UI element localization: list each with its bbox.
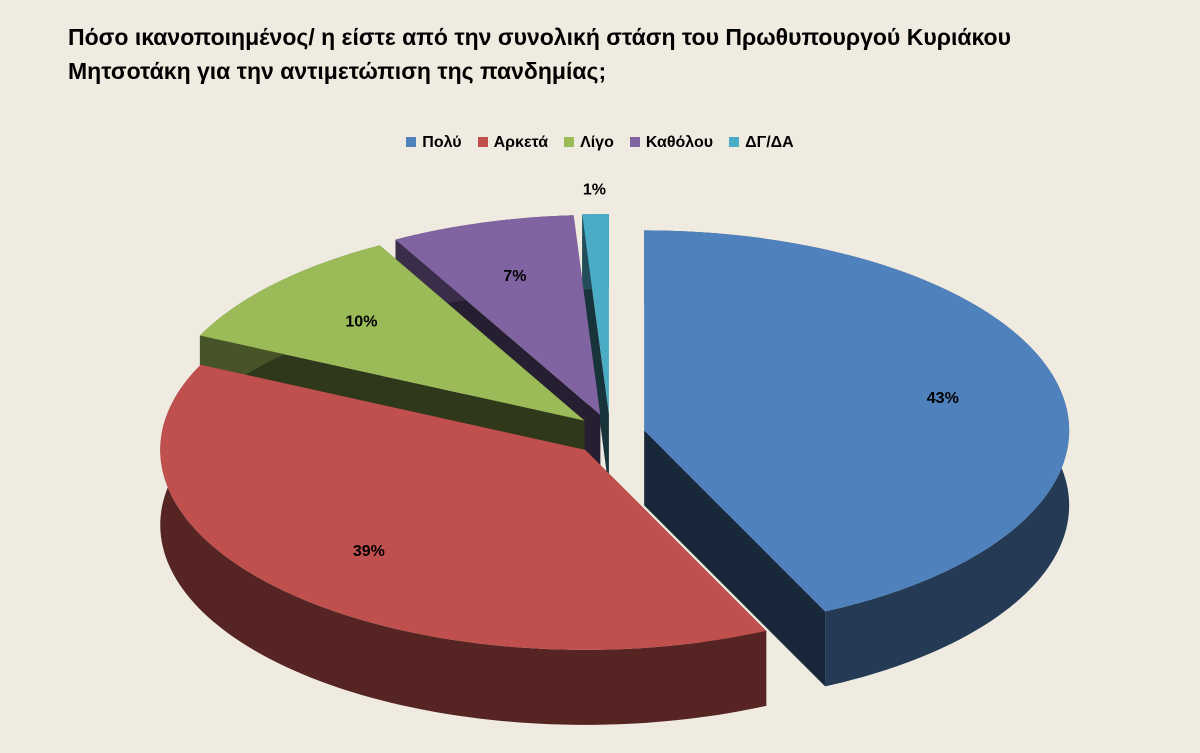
legend-item: Λίγο	[564, 134, 614, 152]
data-label: 7%	[503, 268, 526, 285]
data-label: 43%	[927, 390, 959, 407]
data-label: 10%	[345, 313, 377, 330]
slice	[644, 230, 1070, 612]
slice	[582, 214, 609, 415]
slice	[160, 364, 767, 650]
legend-item: Πολύ	[406, 134, 462, 152]
slice	[395, 215, 601, 415]
legend: Πολύ Αρκετά Λίγο Καθόλου ΔΓ/ΔΑ	[0, 134, 1200, 152]
legend-label: ΔΓ/ΔΑ	[745, 134, 794, 151]
legend-swatch	[564, 137, 575, 147]
legend-item: Αρκετά	[477, 134, 549, 152]
legend-item: Καθόλου	[629, 134, 714, 152]
legend-label: Καθόλου	[645, 134, 714, 151]
data-label: 39%	[353, 543, 385, 560]
slice-wall	[160, 364, 767, 725]
legend-label: Λίγο	[580, 134, 614, 151]
slice-side	[644, 430, 826, 687]
chart-title: Πόσο ικανοποιημένος/ η είστε από την συν…	[68, 24, 1011, 84]
legend-item: ΔΓ/ΔΑ	[729, 134, 794, 152]
legend-label: Αρκετά	[493, 134, 549, 151]
legend-swatch	[629, 137, 640, 147]
legend-swatch	[477, 137, 488, 147]
legend-label: Πολύ	[422, 134, 462, 151]
slice	[199, 245, 585, 421]
data-label: 1%	[583, 181, 606, 198]
legend-swatch	[729, 137, 740, 147]
legend-swatch	[406, 137, 417, 147]
